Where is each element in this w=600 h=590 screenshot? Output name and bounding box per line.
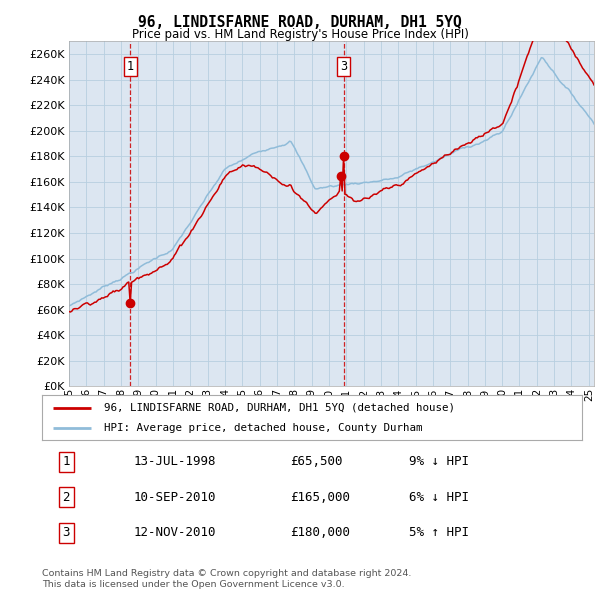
Text: 6% ↓ HPI: 6% ↓ HPI — [409, 491, 469, 504]
Text: 96, LINDISFARNE ROAD, DURHAM, DH1 5YQ (detached house): 96, LINDISFARNE ROAD, DURHAM, DH1 5YQ (d… — [104, 403, 455, 412]
Text: 3: 3 — [340, 60, 347, 73]
Text: Contains HM Land Registry data © Crown copyright and database right 2024.
This d: Contains HM Land Registry data © Crown c… — [42, 569, 412, 589]
Text: 3: 3 — [62, 526, 70, 539]
Text: £180,000: £180,000 — [290, 526, 350, 539]
Text: 12-NOV-2010: 12-NOV-2010 — [134, 526, 217, 539]
Text: 13-JUL-1998: 13-JUL-1998 — [134, 455, 217, 468]
Text: 1: 1 — [62, 455, 70, 468]
Text: HPI: Average price, detached house, County Durham: HPI: Average price, detached house, Coun… — [104, 423, 422, 433]
Text: Price paid vs. HM Land Registry's House Price Index (HPI): Price paid vs. HM Land Registry's House … — [131, 28, 469, 41]
Text: 1: 1 — [127, 60, 134, 73]
Text: 96, LINDISFARNE ROAD, DURHAM, DH1 5YQ: 96, LINDISFARNE ROAD, DURHAM, DH1 5YQ — [138, 15, 462, 30]
Text: 2: 2 — [62, 491, 70, 504]
Text: 10-SEP-2010: 10-SEP-2010 — [134, 491, 217, 504]
Text: £165,000: £165,000 — [290, 491, 350, 504]
Text: 9% ↓ HPI: 9% ↓ HPI — [409, 455, 469, 468]
Text: 5% ↑ HPI: 5% ↑ HPI — [409, 526, 469, 539]
Text: £65,500: £65,500 — [290, 455, 343, 468]
